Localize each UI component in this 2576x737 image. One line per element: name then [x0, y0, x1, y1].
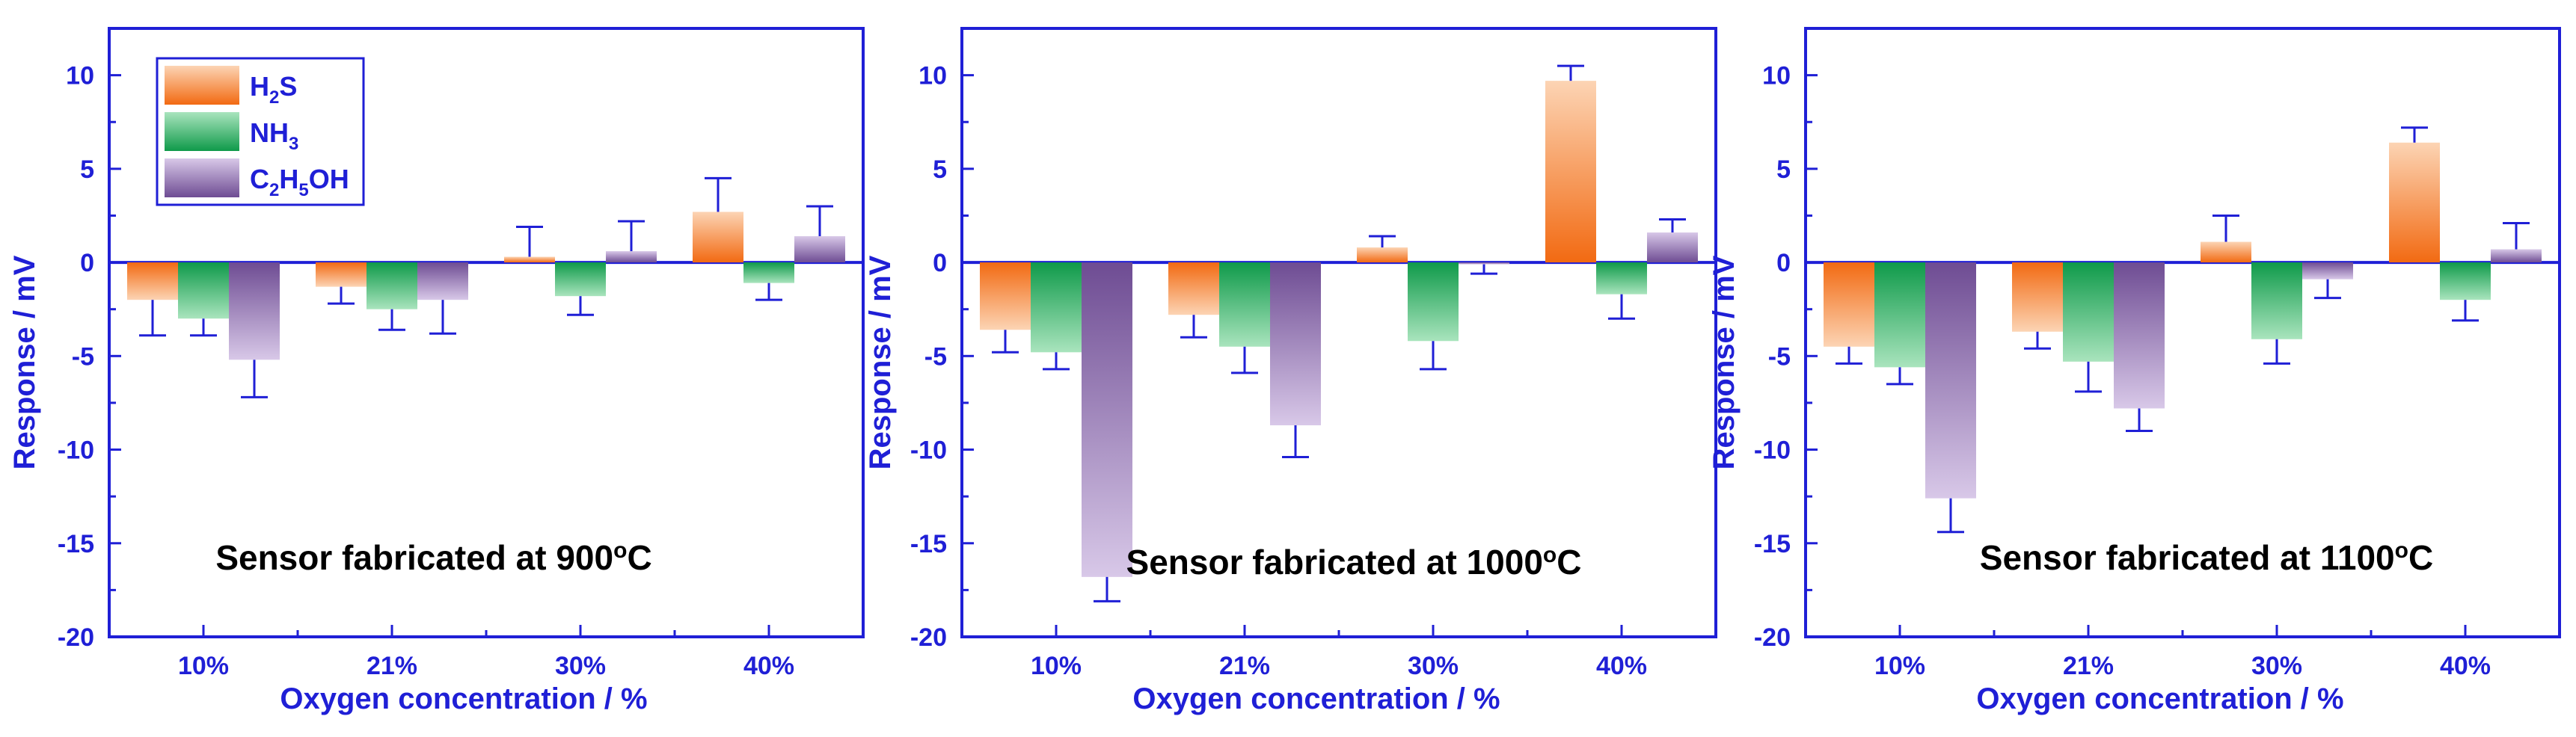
- y-tick-label: -10: [1754, 437, 1791, 465]
- y-tick-label: 0: [933, 249, 947, 277]
- y-tick-label: -15: [1754, 530, 1791, 558]
- y-axis-label: Response / mV: [1708, 255, 1741, 469]
- x-tick-label: 40%: [1596, 652, 1647, 680]
- bar-nh3-2: [1219, 262, 1270, 347]
- bar-nh3-1: [1031, 262, 1082, 353]
- bar-nh3-4: [743, 262, 794, 283]
- legend-swatch-h2s: [165, 66, 239, 105]
- x-tick-label: 30%: [1408, 652, 1459, 680]
- bar-eth-3: [1459, 262, 1509, 265]
- bar-h2s-4: [2389, 142, 2440, 263]
- y-tick-label: -15: [910, 530, 947, 558]
- x-tick-label: 21%: [2063, 652, 2114, 680]
- chart-title: Sensor fabricated at 1000oC: [1126, 543, 1582, 582]
- bar-h2s-2: [316, 262, 367, 287]
- chart-title: Sensor fabricated at 900oC: [215, 538, 651, 577]
- chart-panel-1: -20 -15 -10 -5 0 5 10 10% 21% 30% 40% Sensor fabric…: [8, 27, 865, 715]
- y-tick-label: -5: [924, 342, 947, 371]
- legend-swatch-eth: [165, 158, 239, 197]
- bar-nh3-3: [1408, 262, 1459, 342]
- y-tick-label: -20: [58, 623, 94, 652]
- legend-label-nh3: NH3: [250, 117, 298, 154]
- x-tick-label: 40%: [2440, 652, 2491, 680]
- y-tick-label: 5: [1776, 155, 1791, 184]
- bar-h2s-2: [2012, 262, 2063, 332]
- x-tick-label: 10%: [1031, 652, 1082, 680]
- x-tick-label: 40%: [743, 652, 794, 680]
- x-tick-label: 10%: [178, 652, 229, 680]
- chart-panel-2: -20 -15 -10 -5 0 5 10 10% 21% 30% 40% Sensor fabric…: [864, 27, 1717, 715]
- y-tick-label: 10: [66, 62, 94, 90]
- bar-eth-3: [2302, 262, 2353, 280]
- y-axis-label: Response / mV: [8, 255, 41, 469]
- bar-h2s-3: [2201, 241, 2251, 263]
- x-axis-label: Oxygen concentration / %: [280, 682, 647, 715]
- chart-panel-3: -20 -15 -10 -5 0 5 10 10% 21% 30% 40% Sensor fabric…: [1708, 27, 2561, 715]
- bar-h2s-4: [1545, 81, 1596, 263]
- bar-eth-4: [2491, 249, 2542, 263]
- bar-nh3-3: [2251, 262, 2302, 339]
- bar-h2s-1: [1824, 262, 1874, 347]
- y-tick-label: -5: [1768, 342, 1791, 371]
- y-tick-label: 0: [1776, 249, 1791, 277]
- bar-h2s-4: [693, 212, 743, 263]
- y-axis-label: Response / mV: [864, 255, 897, 469]
- bar-eth-4: [1647, 232, 1698, 263]
- y-tick-label: -10: [910, 437, 947, 465]
- bar-h2s-1: [127, 262, 178, 300]
- bar-h2s-3: [1357, 247, 1408, 263]
- bar-nh3-4: [2440, 262, 2491, 300]
- bar-eth-3: [606, 251, 657, 263]
- y-tick-label: -5: [72, 342, 94, 371]
- y-tick-label: 0: [80, 249, 94, 277]
- bar-nh3-2: [367, 262, 417, 309]
- bar-eth-1: [229, 262, 280, 360]
- legend-label-eth: C2H5OH: [250, 164, 349, 200]
- bar-eth-1: [1082, 262, 1132, 577]
- y-tick-label: 5: [80, 155, 94, 184]
- bar-nh3-1: [178, 262, 229, 319]
- y-tick-label: 5: [933, 155, 947, 184]
- bar-h2s-2: [1168, 262, 1219, 315]
- bar-h2s-1: [980, 262, 1031, 330]
- x-axis-label: Oxygen concentration / %: [1976, 682, 2343, 715]
- x-tick-label: 10%: [1874, 652, 1925, 680]
- legend-label-h2s: H2S: [250, 71, 297, 108]
- bar-nh3-3: [555, 262, 606, 297]
- y-tick-label: -20: [910, 623, 947, 652]
- y-tick-label: -20: [1754, 623, 1791, 652]
- bar-nh3-1: [1874, 262, 1925, 368]
- bar-eth-2: [1270, 262, 1321, 425]
- bar-eth-4: [794, 236, 845, 263]
- x-tick-label: 30%: [2251, 652, 2302, 680]
- y-tick-label: -15: [58, 530, 94, 558]
- legend-swatch-nh3: [165, 112, 239, 151]
- bar-eth-2: [417, 262, 468, 300]
- bar-eth-1: [1925, 262, 1976, 499]
- bar-nh3-2: [2063, 262, 2114, 362]
- x-axis-label: Oxygen concentration / %: [1132, 682, 1500, 715]
- bar-eth-2: [2114, 262, 2165, 409]
- x-tick-label: 21%: [367, 652, 417, 680]
- y-tick-label: 10: [919, 62, 947, 90]
- y-tick-label: 10: [1762, 62, 1791, 90]
- y-tick-label: -10: [58, 437, 94, 465]
- x-tick-label: 30%: [555, 652, 606, 680]
- bar-nh3-4: [1596, 262, 1647, 295]
- x-tick-label: 21%: [1219, 652, 1270, 680]
- bar-h2s-3: [504, 256, 555, 263]
- chart-title: Sensor fabricated at 1100oC: [1980, 538, 2433, 577]
